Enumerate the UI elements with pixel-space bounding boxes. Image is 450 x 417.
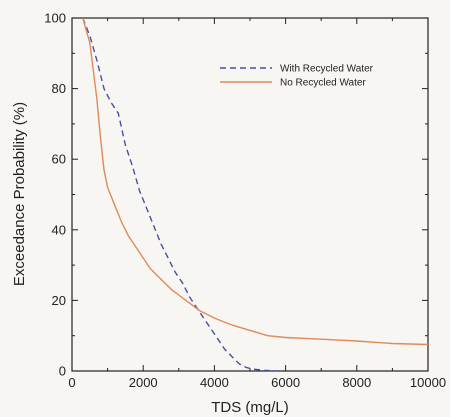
y-tick-label: 60 (52, 152, 66, 167)
legend: With Recycled Water No Recycled Water (220, 64, 374, 89)
y-axis: 0 20 40 60 80 100 (44, 11, 428, 379)
series-line-no-recycled-water (82, 17, 429, 346)
legend-label: With Recycled Water (280, 64, 374, 75)
x-tick-label: 8000 (342, 375, 371, 390)
x-tick-label: 4000 (200, 375, 229, 390)
y-tick-label: 20 (52, 293, 66, 308)
x-tick-label: 6000 (271, 375, 300, 390)
x-axis-label: TDS (mg/L) (211, 399, 289, 416)
y-tick-label: 0 (59, 364, 66, 379)
plot-frame (71, 17, 429, 372)
y-tick-label: 40 (52, 222, 66, 237)
x-axis: 0 2000 4000 6000 8000 10000 (68, 18, 446, 390)
y-tick-label: 100 (44, 11, 66, 26)
x-tick-label: 2000 (129, 375, 158, 390)
series-line-with-recycled-water (82, 17, 279, 372)
y-tick-label: 80 (52, 81, 66, 96)
y-axis-label: Exceedance Probability (%) (11, 102, 28, 286)
x-tick-label: 0 (68, 375, 75, 390)
legend-label: No Recycled Water (280, 78, 366, 89)
series-layer (82, 17, 429, 372)
x-tick-label: 10000 (410, 375, 446, 390)
